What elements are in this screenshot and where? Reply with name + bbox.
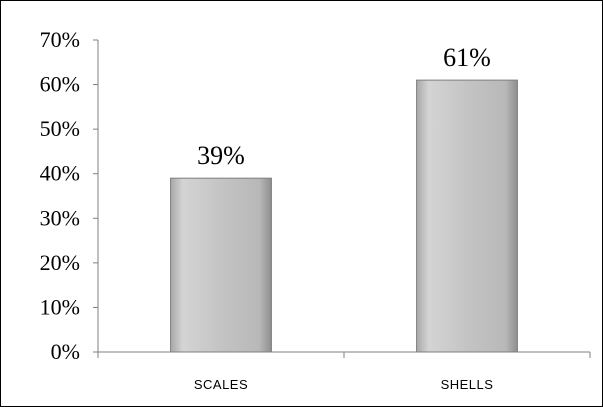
y-axis: 0% 10% 20% 30% 40% 50% 60% 70% <box>40 27 99 364</box>
y-tick-label: 0% <box>51 339 80 364</box>
bar-shells <box>416 79 518 353</box>
x-tick-label-shells: SHELLS <box>441 377 494 392</box>
x-axis: SCALES SHELLS <box>97 351 591 392</box>
y-tick-label: 40% <box>40 161 80 186</box>
x-tick-label-scales: SCALES <box>194 377 248 392</box>
bars: 39% 61% <box>170 43 518 353</box>
y-tick-label: 20% <box>40 250 80 275</box>
bar-scales <box>170 177 272 353</box>
y-tick-label: 50% <box>40 116 80 141</box>
data-label-scales: 39% <box>197 141 245 170</box>
y-tick-label: 10% <box>40 294 80 319</box>
y-tick-label: 70% <box>40 27 80 52</box>
y-tick-label: 30% <box>40 205 80 230</box>
y-tick-label: 60% <box>40 72 80 97</box>
data-label-shells: 61% <box>443 43 491 72</box>
